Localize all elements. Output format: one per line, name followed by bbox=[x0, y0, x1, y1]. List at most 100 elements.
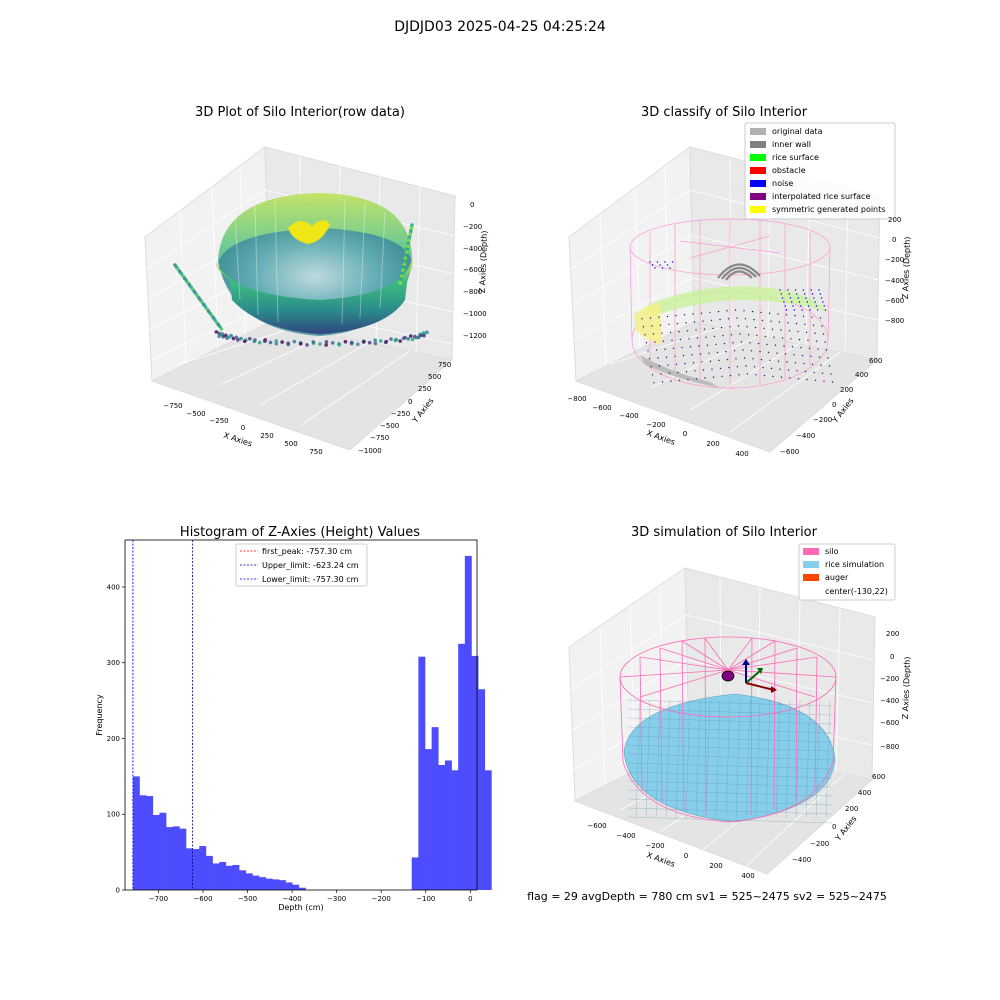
tick-label: 0 bbox=[116, 887, 120, 895]
y-axis-label: Frequency bbox=[95, 694, 104, 736]
scatter-point bbox=[825, 349, 828, 351]
legend-label: symmetric generated points bbox=[772, 205, 885, 214]
histogram-bar bbox=[444, 760, 452, 890]
scatter-point bbox=[653, 382, 655, 384]
scatter-point bbox=[780, 376, 783, 378]
tick-label: −600 bbox=[780, 448, 799, 456]
scatter-point bbox=[752, 358, 754, 360]
scatter-point bbox=[830, 373, 832, 375]
scatter-point bbox=[651, 325, 653, 327]
scatter-point bbox=[678, 330, 680, 333]
scatter-point bbox=[753, 318, 755, 321]
scatter-point bbox=[719, 318, 721, 321]
tick-label: −200 bbox=[372, 895, 391, 903]
scatter-point bbox=[784, 305, 786, 307]
tick-label: −250 bbox=[391, 410, 410, 418]
tick-label: 0 bbox=[468, 895, 472, 903]
scatter-point bbox=[664, 261, 666, 263]
legend: original data inner wall rice surface ob… bbox=[744, 122, 896, 220]
tick-label: −1000 bbox=[358, 447, 382, 455]
scatter-point bbox=[689, 346, 692, 348]
legend-label: Lower_limit: -757.30 cm bbox=[262, 575, 359, 584]
scatter-point bbox=[809, 309, 811, 311]
histogram-bar bbox=[152, 815, 160, 890]
tick-label: 100 bbox=[107, 811, 120, 819]
scatter-point bbox=[257, 340, 262, 345]
legend-swatch bbox=[803, 561, 819, 568]
scatter-point bbox=[819, 317, 822, 319]
legend-swatch bbox=[750, 154, 766, 161]
histogram-bar bbox=[252, 875, 260, 890]
scatter-point bbox=[754, 326, 757, 329]
tick-label: −750 bbox=[370, 434, 389, 442]
scatter-point bbox=[736, 366, 739, 368]
tick-label: −700 bbox=[149, 895, 168, 903]
scatter-point bbox=[659, 264, 661, 266]
z-ticks: −800 −600 −400 −200 0 200 bbox=[880, 630, 899, 751]
scatter-point bbox=[789, 297, 792, 299]
tick-label: −800 bbox=[880, 743, 899, 751]
threshold-lines bbox=[132, 540, 194, 890]
scatter-point bbox=[234, 335, 239, 340]
scatter-point bbox=[820, 297, 823, 299]
scatter-point bbox=[801, 354, 804, 357]
scatter-point bbox=[810, 289, 812, 291]
scatter-point bbox=[648, 358, 651, 360]
scatter-point bbox=[694, 370, 696, 372]
scatter-point bbox=[711, 368, 713, 370]
scatter-point bbox=[800, 346, 802, 349]
scatter-point bbox=[700, 312, 703, 314]
plot-frame bbox=[124, 539, 478, 891]
x-ticks: −600 −400 −200 0 200 400 bbox=[587, 822, 754, 880]
mesh-line bbox=[627, 744, 833, 752]
scatter-point bbox=[337, 342, 342, 347]
scatter-point bbox=[668, 372, 671, 374]
histogram-bars bbox=[132, 555, 492, 890]
histogram-bar bbox=[146, 796, 154, 890]
scatter-point bbox=[734, 309, 737, 311]
scatter-point bbox=[828, 365, 831, 367]
legend-label: rice surface bbox=[772, 153, 819, 162]
scatter-point bbox=[666, 315, 669, 318]
scatter-point bbox=[231, 336, 236, 341]
scatter-point bbox=[383, 340, 388, 345]
tick-label: 200 bbox=[706, 440, 719, 448]
scatter-point bbox=[815, 340, 818, 342]
axis-arrow-x bbox=[745, 682, 775, 691]
mesh-line bbox=[627, 726, 833, 734]
mesh-line bbox=[695, 699, 701, 819]
scatter-point bbox=[787, 289, 789, 291]
scatter-point bbox=[217, 331, 221, 336]
y-axis-label: Y Axies bbox=[833, 814, 859, 843]
scatter-point bbox=[729, 326, 731, 328]
scatter-point bbox=[735, 358, 737, 360]
scatter-point bbox=[818, 356, 821, 358]
legend-label: inner wall bbox=[772, 140, 811, 149]
scatter-point bbox=[811, 293, 814, 295]
scatter-point bbox=[421, 331, 426, 335]
tick-label: −600 bbox=[463, 266, 482, 274]
scatter-point bbox=[695, 329, 697, 331]
scatter-point bbox=[248, 336, 252, 341]
scatter-point bbox=[742, 349, 744, 351]
scatter-point bbox=[657, 357, 659, 359]
mesh-line bbox=[627, 708, 833, 716]
scatter-point bbox=[220, 331, 225, 336]
scatter-point bbox=[419, 333, 423, 338]
scatter-point bbox=[823, 380, 825, 382]
mesh-line bbox=[815, 699, 821, 819]
scatter-point bbox=[811, 363, 814, 366]
scatter-point bbox=[671, 339, 673, 342]
status-footer: flag = 29 avgDepth = 780 cm sv1 = 525~24… bbox=[527, 890, 887, 903]
scatter-point bbox=[764, 335, 767, 338]
legend-swatch bbox=[803, 574, 819, 581]
scatter-point bbox=[756, 334, 758, 337]
tick-label: 0 bbox=[683, 430, 687, 438]
histogram-bar bbox=[239, 870, 247, 890]
legend-label: silo bbox=[825, 547, 839, 556]
scatter-point bbox=[666, 264, 669, 266]
scatter-point bbox=[802, 289, 805, 291]
tick-label: −500 bbox=[380, 422, 399, 430]
legend-swatch bbox=[750, 141, 766, 148]
scatter-point bbox=[813, 297, 815, 299]
